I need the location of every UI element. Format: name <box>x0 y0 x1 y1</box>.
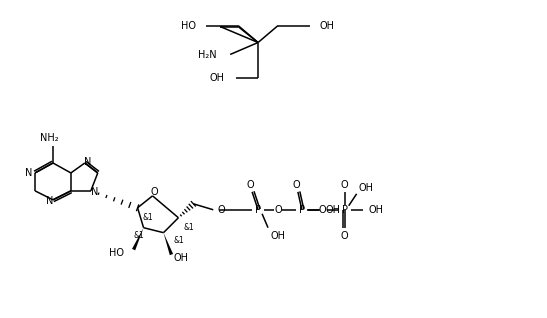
Text: O: O <box>341 180 348 190</box>
Text: OH: OH <box>320 21 335 31</box>
Text: OH: OH <box>369 205 383 215</box>
Text: OH: OH <box>359 183 374 193</box>
Text: P: P <box>342 205 348 215</box>
Text: NH₂: NH₂ <box>40 133 59 143</box>
Text: N: N <box>25 168 33 178</box>
Text: &1: &1 <box>183 223 194 232</box>
Text: N: N <box>46 196 54 206</box>
Text: P: P <box>299 205 305 215</box>
Text: N: N <box>91 187 98 197</box>
Text: &1: &1 <box>143 213 153 222</box>
Text: O: O <box>217 205 225 215</box>
Text: O: O <box>319 205 327 215</box>
Text: OH: OH <box>326 205 341 215</box>
Text: OH: OH <box>270 231 285 241</box>
Text: OH: OH <box>173 252 188 263</box>
Text: &1: &1 <box>173 236 184 245</box>
Text: O: O <box>274 205 282 215</box>
Text: H₂N: H₂N <box>197 51 216 60</box>
Text: OH: OH <box>209 73 224 83</box>
Polygon shape <box>164 233 173 255</box>
Text: O: O <box>341 231 348 241</box>
Text: N: N <box>84 157 91 167</box>
Text: O: O <box>246 180 254 190</box>
Text: O: O <box>151 187 158 197</box>
Polygon shape <box>132 228 143 250</box>
Text: O: O <box>292 180 300 190</box>
Text: HO: HO <box>109 248 124 258</box>
Text: P: P <box>255 205 261 215</box>
Text: HO: HO <box>182 21 196 31</box>
Text: &1: &1 <box>133 231 144 240</box>
